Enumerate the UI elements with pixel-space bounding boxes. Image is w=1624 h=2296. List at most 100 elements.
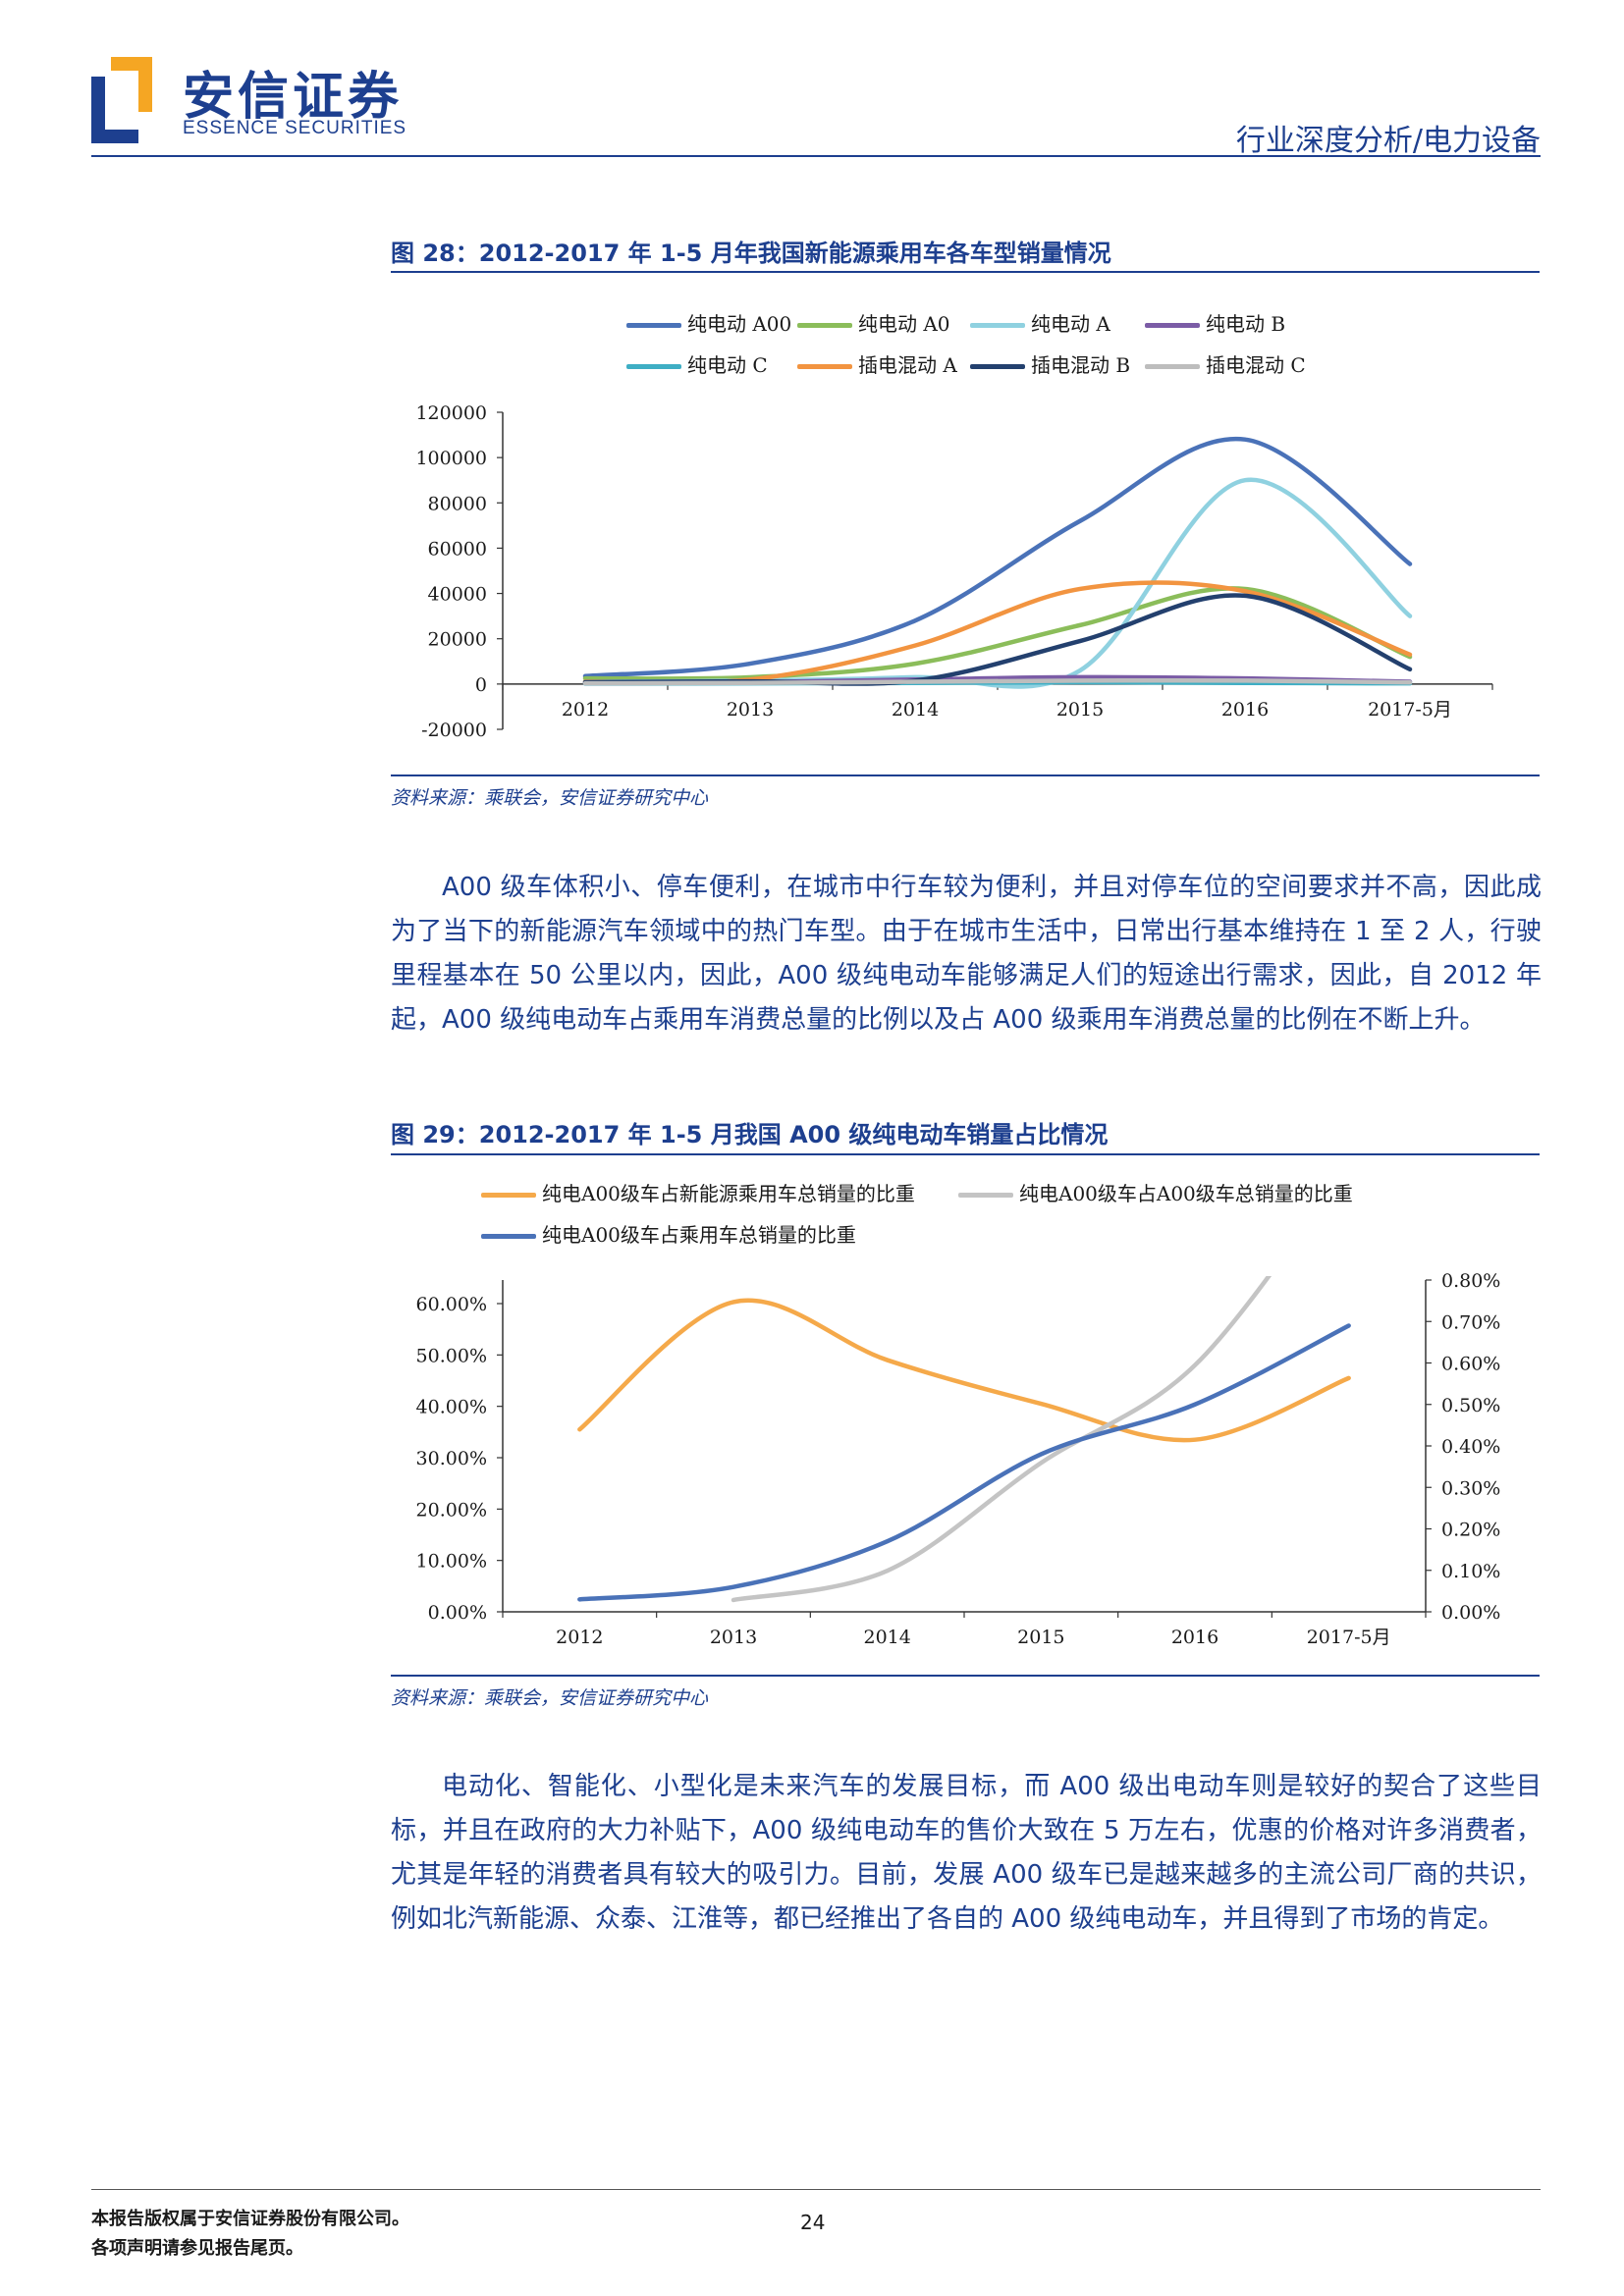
left-y-tick-label: 30.00% [416,1448,487,1469]
series-line [577,1298,1351,1443]
legend-item: 纯电A00级车占A00级车总销量的比重 [958,1178,1353,1206]
series-line [582,586,1413,681]
figure-28-source: 资料来源：乘联会，安信证券研究中心 [391,787,709,809]
right-y-tick-label: 0.20% [1441,1520,1500,1541]
x-tick-label: 2013 [710,1627,757,1648]
x-tick-label: 2013 [727,699,774,721]
y-tick-label: 60000 [428,538,487,560]
legend-item: 纯电动 B [1145,308,1285,337]
y-tick-label: 100000 [415,448,487,469]
legend-item: 插电混动 C [1145,349,1306,378]
figure-28-title: 图 28：2012-2017 年 1-5 月年我国新能源乘用车各车型销量情况 [391,240,1111,267]
paragraph-text: 电动化、智能化、小型化是未来汽车的发展目标，而 A00 级出电动车则是较好的契合… [391,1772,1542,1934]
right-y-tick-label: 0.70% [1441,1311,1500,1333]
body-paragraph-2: 电动化、智能化、小型化是未来汽车的发展目标，而 A00 级出电动车则是较好的契合… [391,1765,1542,1942]
series-line [582,477,1413,689]
header-divider [91,155,1541,157]
report-category: 行业深度分析/电力设备 [1235,124,1541,158]
body-paragraph-1: A00 级车体积小、停车便利，在城市中行车较为便利，并且对停车位的空间要求并不高… [391,866,1542,1042]
left-y-tick-label: 10.00% [416,1551,487,1573]
legend-label: 插电混动 B [1031,353,1131,377]
x-tick-label: 2014 [863,1627,910,1648]
x-tick-label: 2015 [1017,1627,1064,1648]
legend-item: 纯电A00级车占新能源乘用车总销量的比重 [481,1178,915,1206]
x-tick-label: 2016 [1221,699,1269,721]
y-tick-label: 120000 [415,402,487,424]
x-tick-label: 2014 [892,699,939,721]
right-y-tick-label: 0.00% [1441,1602,1500,1624]
x-tick-label: 2012 [562,699,609,721]
legend-swatch [1145,323,1200,328]
figure-28-bottom-rule [391,774,1540,776]
y-tick-label: 20000 [428,629,487,651]
left-y-tick-label: 0.00% [428,1602,487,1624]
right-y-tick-label: 0.10% [1441,1561,1500,1582]
legend-item: 纯电动 A0 [797,308,950,337]
series-line [582,436,1413,679]
paragraph-text: A00 级车体积小、停车便利，在城市中行车较为便利，并且对停车位的空间要求并不高… [391,873,1542,1035]
right-y-tick-label: 0.30% [1441,1477,1500,1499]
legend-item: 纯电动 A00 [626,308,791,337]
y-tick-label: 40000 [428,584,487,606]
x-tick-label: 2015 [1056,699,1104,721]
x-tick-label: 2017-5月 [1368,699,1452,721]
legend-swatch [481,1193,536,1198]
legend-label: 纯电动 A [1031,312,1110,336]
legend-label: 插电混动 C [1206,353,1306,377]
footer-copyright: 本报告版权属于安信证券股份有限公司。 [91,2209,409,2229]
x-tick-label: 2016 [1171,1627,1218,1648]
legend-item: 纯电动 C [626,349,768,378]
y-tick-label: 0 [475,674,487,696]
legend-item: 纯电A00级车占乘用车总销量的比重 [481,1219,856,1248]
figure-28-top-rule [391,271,1540,273]
legend-swatch [970,323,1025,328]
left-y-tick-label: 60.00% [416,1294,487,1315]
series-line [731,1276,1272,1603]
footer-notice: 各项声明请参见报告尾页。 [91,2238,303,2259]
series-line [577,1323,1351,1602]
page-number: 24 [800,2211,826,2234]
right-y-tick-label: 0.80% [1441,1270,1500,1292]
right-y-tick-label: 0.60% [1441,1354,1500,1375]
legend-label: 纯电动 A00 [687,312,792,336]
legend-label: 纯电A00级车占新能源乘用车总销量的比重 [542,1182,915,1205]
legend-item: 插电混动 A [797,349,957,378]
figure-29-bottom-rule [391,1675,1540,1677]
essence-logo-icon [91,57,152,143]
figure-29-source: 资料来源：乘联会，安信证券研究中心 [391,1687,709,1709]
legend-label: 纯电动 A0 [858,312,950,336]
page-header: 安信证券 ESSENCE SECURITIES 行业深度分析/电力设备 [0,0,1624,158]
legend-swatch [626,364,681,369]
right-y-tick-label: 0.50% [1441,1395,1500,1416]
figure-29-title: 图 29：2012-2017 年 1-5 月我国 A00 级纯电动车销量占比情况 [391,1121,1109,1148]
legend-swatch [797,364,852,369]
legend-swatch [797,323,852,328]
left-y-tick-label: 50.00% [416,1345,487,1366]
legend-label: 纯电A00级车占乘用车总销量的比重 [542,1223,856,1247]
figure-29-chart: 60.00% 50.00% 40.00% 30.00% 20.00% 10.00% 0.00… [416,1270,1501,1648]
left-y-tick-label: 20.00% [416,1499,487,1521]
y-tick-label: -20000 [421,720,487,741]
series-line [582,677,1413,686]
legend-swatch [958,1193,1013,1198]
legend-swatch [481,1234,536,1239]
legend-label: 纯电动 B [1206,312,1286,336]
y-tick-label: 80000 [428,493,487,514]
figure-28-chart: 120000 100000 80000 60000 40000 20000 0 -20000 2… [415,402,1493,741]
logo-english-text: ESSENCE SECURITIES [183,118,407,138]
legend-item: 纯电动 A [970,308,1110,337]
x-tick-label: 2017-5月 [1307,1627,1391,1648]
figure-29-top-rule [391,1153,1540,1155]
left-y-tick-label: 40.00% [416,1397,487,1418]
x-tick-label: 2012 [556,1627,603,1648]
legend-swatch [1145,364,1200,369]
legend-label: 纯电A00级车占A00级车总销量的比重 [1019,1182,1353,1205]
logo-chinese-text: 安信证券 [183,68,404,127]
legend-item: 插电混动 B [970,349,1130,378]
legend-swatch [626,323,681,328]
footer-divider [91,2189,1541,2190]
legend-label: 纯电动 C [687,353,768,377]
right-y-tick-label: 0.40% [1441,1436,1500,1458]
footer-disclaimer: 本报告版权属于安信证券股份有限公司。 各项声明请参见报告尾页。 [91,2205,409,2264]
legend-swatch [970,364,1025,369]
